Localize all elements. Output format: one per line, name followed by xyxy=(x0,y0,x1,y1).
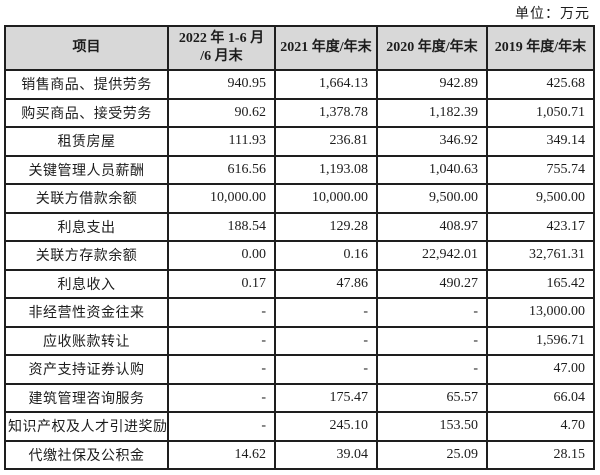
value-cell: 1,040.63 xyxy=(376,154,488,185)
item-cell: 建筑管理咨询服务 xyxy=(4,382,169,413)
value-cell: 0.17 xyxy=(167,268,276,299)
item-cell: 关联方存款余额 xyxy=(4,240,169,271)
table-row: 租赁房屋 111.93 236.81 346.92 349.14 xyxy=(4,126,595,157)
column-header: 2022 年 1-6 月 /6 月末 xyxy=(167,25,276,71)
value-cell: - xyxy=(376,354,488,385)
table-row: 知识产权及人才引进奖励 -245.10 153.50 4.70 xyxy=(4,411,595,442)
item-cell: 关联方借款余额 xyxy=(4,183,169,214)
value-cell: - xyxy=(167,297,276,328)
value-cell: 22,942.01 xyxy=(376,240,488,271)
value-cell: - xyxy=(376,297,488,328)
value-cell: 165.42 xyxy=(486,268,595,299)
value-cell: - xyxy=(167,325,276,356)
value-cell: 25.09 xyxy=(376,439,488,470)
table-body: 销售商品、提供劳务 940.95 1,664.13 942.89 425.68 购买商品、… xyxy=(4,69,595,470)
value-cell: 0.00 xyxy=(167,240,276,271)
value-cell: 39.04 xyxy=(274,439,378,470)
value-cell: 66.04 xyxy=(486,382,595,413)
column-header: 2020 年度/年末 xyxy=(376,25,488,71)
value-cell: 245.10 xyxy=(274,411,378,442)
value-cell: - xyxy=(274,325,378,356)
value-cell: 90.62 xyxy=(167,97,276,128)
value-cell: 10,000.00 xyxy=(167,183,276,214)
table-row: 关联方存款余额 0.00 0.16 22,942.01 32,761.31 xyxy=(4,240,595,271)
value-cell: 408.97 xyxy=(376,211,488,242)
item-cell: 利息支出 xyxy=(4,211,169,242)
value-cell: 111.93 xyxy=(167,126,276,157)
value-cell: - xyxy=(274,354,378,385)
value-cell: - xyxy=(167,354,276,385)
table-row: 应收账款转让 - - -1,596.71 xyxy=(4,325,595,356)
value-cell: - xyxy=(376,325,488,356)
value-cell: 13,000.00 xyxy=(486,297,595,328)
value-cell: 4.70 xyxy=(486,411,595,442)
value-cell: 9,500.00 xyxy=(376,183,488,214)
column-header: 2021 年度/年末 xyxy=(274,25,378,71)
value-cell: 346.92 xyxy=(376,126,488,157)
item-cell: 利息收入 xyxy=(4,268,169,299)
value-cell: 65.57 xyxy=(376,382,488,413)
value-cell: 188.54 xyxy=(167,211,276,242)
item-cell: 销售商品、提供劳务 xyxy=(4,69,169,100)
item-cell: 知识产权及人才引进奖励 xyxy=(4,411,169,442)
table-row: 关键管理人员薪酬 616.56 1,193.08 1,040.63 755.74 xyxy=(4,154,595,185)
value-cell: 236.81 xyxy=(274,126,378,157)
unit-label: 单位：万元 xyxy=(515,7,590,22)
value-cell: 129.28 xyxy=(274,211,378,242)
column-header: 2019 年度/年末 xyxy=(486,25,595,71)
value-cell: 1,664.13 xyxy=(274,69,378,100)
value-cell: 940.95 xyxy=(167,69,276,100)
value-cell: 942.89 xyxy=(376,69,488,100)
value-cell: 423.17 xyxy=(486,211,595,242)
item-cell: 代缴社保及公积金 xyxy=(4,439,169,470)
value-cell: 1,182.39 xyxy=(376,97,488,128)
item-cell: 资产支持证券认购 xyxy=(4,354,169,385)
related-party-transactions-table: 项目 2022 年 1-6 月 /6 月末 2021 年度/年末 2020 年度/年末… xyxy=(4,25,595,470)
value-cell: 14.62 xyxy=(167,439,276,470)
table-row: 购买商品、接受劳务 90.62 1,378.78 1,182.39 1,050.71 xyxy=(4,97,595,128)
value-cell: 10,000.00 xyxy=(274,183,378,214)
item-cell: 非经营性资金往来 xyxy=(4,297,169,328)
table-row: 关联方借款余额 10,000.00 10,000.00 9,500.00 9,500.0… xyxy=(4,183,595,214)
value-cell: 47.86 xyxy=(274,268,378,299)
value-cell: 0.16 xyxy=(274,240,378,271)
value-cell: - xyxy=(274,297,378,328)
value-cell: - xyxy=(167,411,276,442)
value-cell: 47.00 xyxy=(486,354,595,385)
value-cell: 153.50 xyxy=(376,411,488,442)
column-header: 项目 xyxy=(4,25,169,71)
table-row: 利息支出 188.54 129.28 408.97 423.17 xyxy=(4,211,595,242)
table-row: 建筑管理咨询服务 -175.47 65.57 66.04 xyxy=(4,382,595,413)
value-cell: 425.68 xyxy=(486,69,595,100)
value-cell: 1,050.71 xyxy=(486,97,595,128)
value-cell: 9,500.00 xyxy=(486,183,595,214)
item-cell: 购买商品、接受劳务 xyxy=(4,97,169,128)
item-cell: 应收账款转让 xyxy=(4,325,169,356)
table-row: 代缴社保及公积金 14.62 39.04 25.09 28.15 xyxy=(4,439,595,470)
table-row: 非经营性资金往来 - - -13,000.00 xyxy=(4,297,595,328)
value-cell: 1,596.71 xyxy=(486,325,595,356)
item-cell: 关键管理人员薪酬 xyxy=(4,154,169,185)
value-cell: 349.14 xyxy=(486,126,595,157)
value-cell: 1,378.78 xyxy=(274,97,378,128)
table-row: 利息收入 0.17 47.86 490.27 165.42 xyxy=(4,268,595,299)
value-cell: 755.74 xyxy=(486,154,595,185)
table-row: 销售商品、提供劳务 940.95 1,664.13 942.89 425.68 xyxy=(4,69,595,100)
table-header: 项目 2022 年 1-6 月 /6 月末 2021 年度/年末 2020 年度/年末… xyxy=(4,25,595,71)
value-cell: 1,193.08 xyxy=(274,154,378,185)
item-cell: 租赁房屋 xyxy=(4,126,169,157)
header-row: 项目 2022 年 1-6 月 /6 月末 2021 年度/年末 2020 年度/年末… xyxy=(4,25,595,71)
value-cell: - xyxy=(167,382,276,413)
value-cell: 28.15 xyxy=(486,439,595,470)
value-cell: 616.56 xyxy=(167,154,276,185)
value-cell: 175.47 xyxy=(274,382,378,413)
table-row: 资产支持证券认购 - - -47.00 xyxy=(4,354,595,385)
value-cell: 32,761.31 xyxy=(486,240,595,271)
value-cell: 490.27 xyxy=(376,268,488,299)
